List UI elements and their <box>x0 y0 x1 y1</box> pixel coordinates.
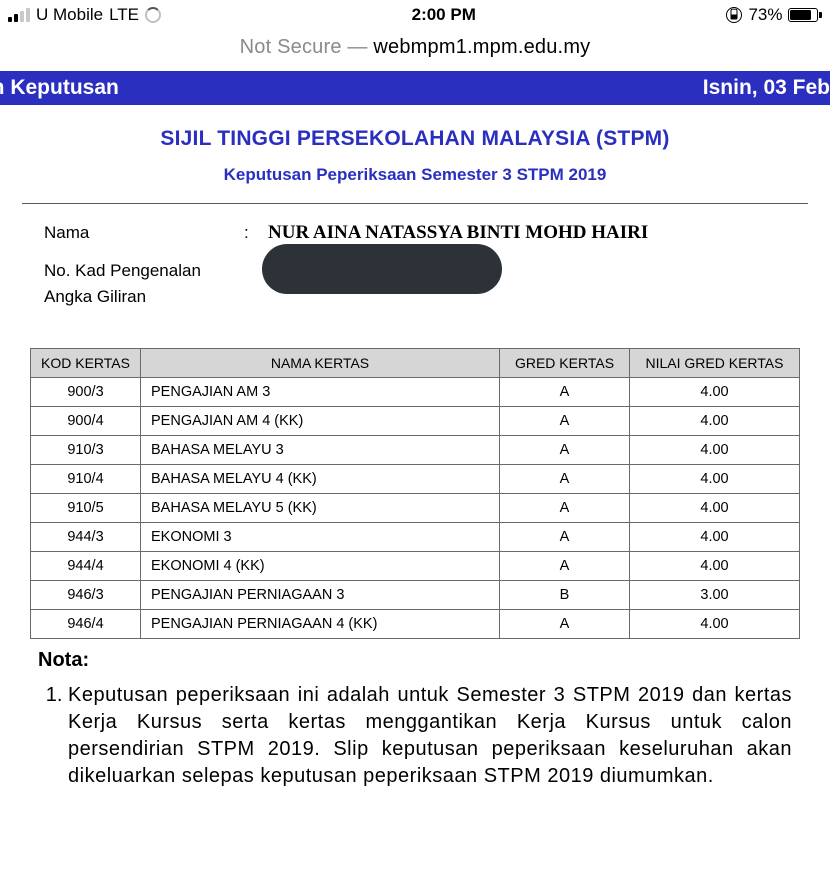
notes-section: Nota: Keputusan peperiksaan ini adalah u… <box>38 649 792 790</box>
th-code: KOD KERTAS <box>31 349 141 378</box>
banner-strip: an Keputusan Isnin, 03 Feb <box>0 71 830 105</box>
page-title: SIJIL TINGGI PERSEKOLAHAN MALAYSIA (STPM… <box>22 127 808 151</box>
cell-grade: A <box>500 436 630 465</box>
cell-code: 910/5 <box>31 494 141 523</box>
table-row: 946/3PENGAJIAN PERNIAGAAN 3B3.00 <box>31 581 800 610</box>
th-grade: GRED KERTAS <box>500 349 630 378</box>
status-right: 73% <box>726 5 822 25</box>
cell-name: PENGAJIAN AM 3 <box>141 378 500 407</box>
cell-name: BAHASA MELAYU 3 <box>141 436 500 465</box>
cell-code: 944/4 <box>31 552 141 581</box>
cell-name: EKONOMI 3 <box>141 523 500 552</box>
cell-grade: A <box>500 610 630 639</box>
notes-heading: Nota: <box>38 649 792 672</box>
results-table-wrap: KOD KERTAS NAMA KERTAS GRED KERTAS NILAI… <box>30 348 800 639</box>
th-ngrade: NILAI GRED KERTAS <box>630 349 800 378</box>
table-row: 900/3PENGAJIAN AM 3A4.00 <box>31 378 800 407</box>
cell-grade: A <box>500 378 630 407</box>
url-host: webmpm1.mpm.edu.my <box>373 36 590 58</box>
note-item-1: Keputusan peperiksaan ini adalah untuk S… <box>68 682 792 790</box>
redaction-block <box>262 244 502 294</box>
name-label: Nama <box>44 223 244 243</box>
th-name: NAMA KERTAS <box>141 349 500 378</box>
table-row: 946/4PENGAJIAN PERNIAGAAN 4 (KK)A4.00 <box>31 610 800 639</box>
cell-name: BAHASA MELAYU 4 (KK) <box>141 465 500 494</box>
cell-ngrade: 4.00 <box>630 523 800 552</box>
cell-ngrade: 4.00 <box>630 552 800 581</box>
cell-ngrade: 4.00 <box>630 494 800 523</box>
cell-grade: A <box>500 494 630 523</box>
browser-url-bar[interactable]: Not Secure — webmpm1.mpm.edu.my <box>0 30 830 71</box>
cell-ngrade: 4.00 <box>630 436 800 465</box>
table-row: 944/4EKONOMI 4 (KK)A4.00 <box>31 552 800 581</box>
ios-status-bar: U Mobile LTE 2:00 PM 73% <box>0 0 830 30</box>
cell-grade: A <box>500 523 630 552</box>
colon: : <box>244 223 268 243</box>
cell-ngrade: 4.00 <box>630 378 800 407</box>
carrier-label: U Mobile <box>36 5 103 25</box>
table-row: 910/4BAHASA MELAYU 4 (KK)A4.00 <box>31 465 800 494</box>
cell-grade: A <box>500 407 630 436</box>
name-value: NUR AINA NATASSYA BINTI MOHD HAIRI <box>268 222 648 244</box>
candidate-info: Nama : NUR AINA NATASSYA BINTI MOHD HAIR… <box>22 218 808 312</box>
clock-label: 2:00 PM <box>412 5 476 25</box>
cell-ngrade: 4.00 <box>630 465 800 494</box>
cell-name: PENGAJIAN PERNIAGAAN 4 (KK) <box>141 610 500 639</box>
cell-code: 910/4 <box>31 465 141 494</box>
cell-ngrade: 3.00 <box>630 581 800 610</box>
cell-name: PENGAJIAN AM 4 (KK) <box>141 407 500 436</box>
cell-name: EKONOMI 4 (KK) <box>141 552 500 581</box>
cell-name: BAHASA MELAYU 5 (KK) <box>141 494 500 523</box>
table-row: 900/4PENGAJIAN AM 4 (KK)A4.00 <box>31 407 800 436</box>
cell-grade: B <box>500 581 630 610</box>
status-left: U Mobile LTE <box>8 5 161 25</box>
cell-code: 900/4 <box>31 407 141 436</box>
cell-ngrade: 4.00 <box>630 610 800 639</box>
cell-code: 946/4 <box>31 610 141 639</box>
cell-grade: A <box>500 552 630 581</box>
ic-label: No. Kad Pengenalan <box>44 261 244 281</box>
banner-left: an Keputusan <box>0 76 119 100</box>
battery-icon <box>788 8 822 22</box>
table-row: 944/3EKONOMI 3A4.00 <box>31 523 800 552</box>
loading-spinner-icon <box>145 7 161 23</box>
page-subtitle: Keputusan Peperiksaan Semester 3 STPM 20… <box>22 165 808 185</box>
battery-pct-label: 73% <box>748 5 782 25</box>
cell-code: 946/3 <box>31 581 141 610</box>
cell-code: 910/3 <box>31 436 141 465</box>
network-label: LTE <box>109 5 139 25</box>
cell-code: 944/3 <box>31 523 141 552</box>
cell-ngrade: 4.00 <box>630 407 800 436</box>
signal-icon <box>8 8 30 22</box>
table-row: 910/5BAHASA MELAYU 5 (KK)A4.00 <box>31 494 800 523</box>
cell-grade: A <box>500 465 630 494</box>
divider <box>22 203 808 204</box>
not-secure-prefix: Not Secure — <box>240 36 374 58</box>
cell-code: 900/3 <box>31 378 141 407</box>
angka-giliran-label: Angka Giliran <box>44 287 244 307</box>
rotation-lock-icon <box>726 7 742 23</box>
table-row: 910/3BAHASA MELAYU 3A4.00 <box>31 436 800 465</box>
banner-right: Isnin, 03 Feb <box>703 76 830 100</box>
cell-name: PENGAJIAN PERNIAGAAN 3 <box>141 581 500 610</box>
page-content: SIJIL TINGGI PERSEKOLAHAN MALAYSIA (STPM… <box>0 105 830 790</box>
results-table: KOD KERTAS NAMA KERTAS GRED KERTAS NILAI… <box>30 348 800 639</box>
